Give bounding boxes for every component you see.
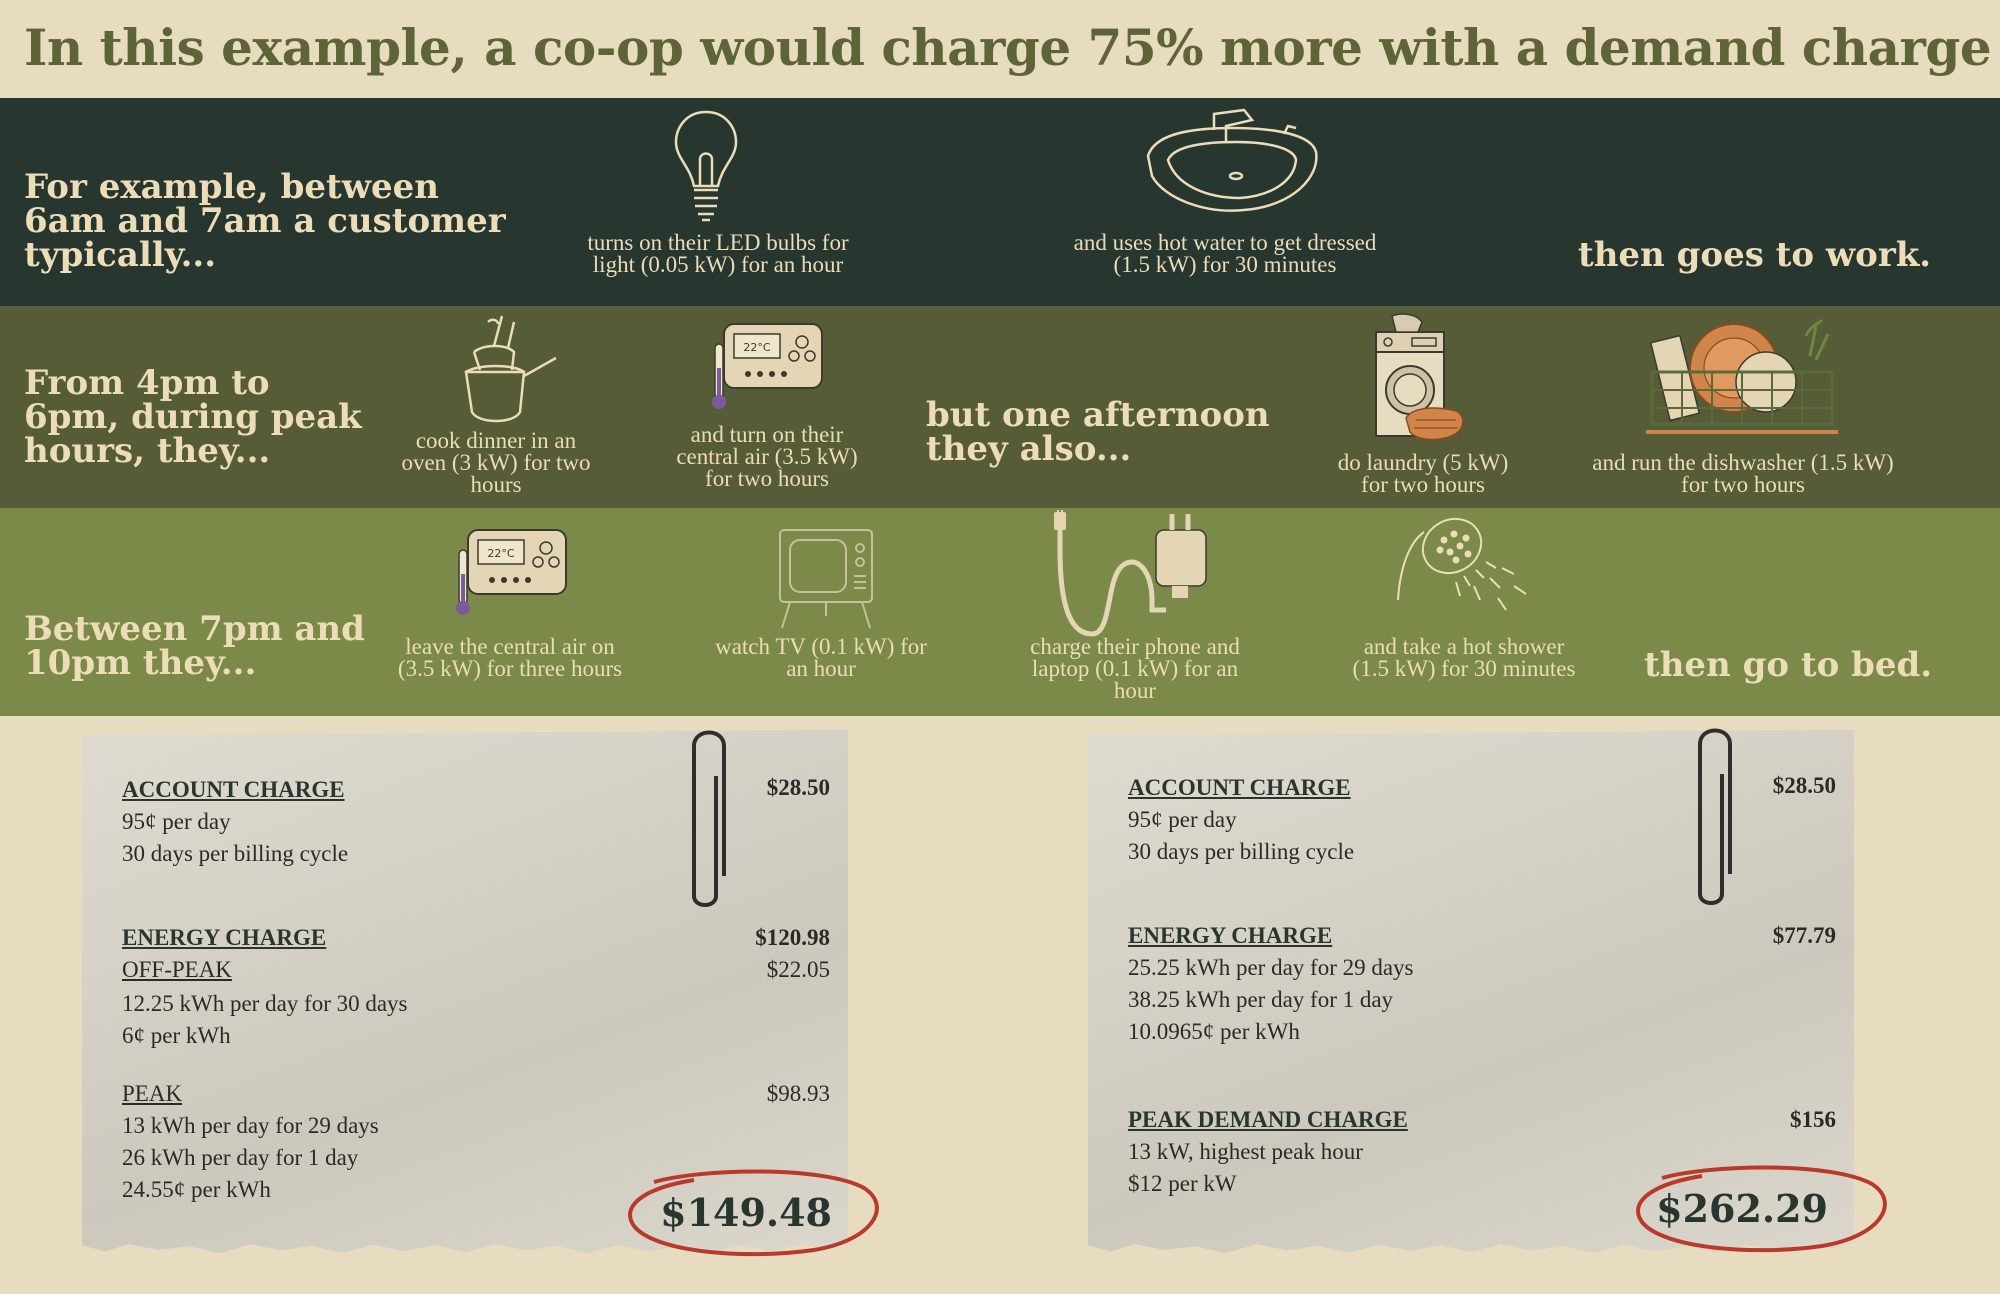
lightbulb-caption: turns on their LED bulbs for light (0.05… bbox=[587, 230, 849, 277]
total-highlight-ring bbox=[1636, 1165, 1887, 1253]
evening-lead: Between 7pm and 10pm they... bbox=[24, 609, 365, 683]
demand-kw: 13 kW, highest peak hour bbox=[1128, 1139, 1363, 1164]
cook-caption: cook dinner in an oven (3 kW) for two ho… bbox=[401, 428, 591, 497]
account-rate: 95¢ per day bbox=[122, 809, 231, 834]
demand-bill: ACCOUNT CHARGE $28.50 95¢ per day 30 day… bbox=[1088, 730, 1854, 1254]
central-air-evening-caption: leave the central air on (3.5 kW) for th… bbox=[397, 634, 623, 681]
offpeak-title: OFF-PEAK bbox=[122, 957, 232, 982]
energy-rate: 10.0965¢ per kWh bbox=[1128, 1019, 1300, 1044]
evening-band: Between 7pm and 10pm they... 22°C leave … bbox=[0, 508, 2000, 716]
tv-caption: watch TV (0.1 kW) for an hour bbox=[715, 634, 927, 681]
charger-caption: charge their phone and laptop (0.1 kW) f… bbox=[1030, 634, 1240, 703]
thermostat-icon: 22°C bbox=[454, 526, 570, 618]
peak-lead: From 4pm to 6pm, during peak hours, they… bbox=[24, 363, 362, 471]
peak-band: From 4pm to 6pm, during peak hours, they… bbox=[0, 306, 2000, 508]
washing-machine-icon bbox=[1372, 312, 1468, 444]
morning-lead: For example, between 6am and 7am a custo… bbox=[24, 167, 506, 275]
shower-caption: and take a hot shower (1.5 kW) for 30 mi… bbox=[1352, 634, 1576, 681]
thermostat-icon: 22°C bbox=[710, 320, 826, 412]
standard-bill: ACCOUNT CHARGE $28.50 95¢ per day 30 day… bbox=[82, 730, 848, 1254]
evening-closing: then go to bed. bbox=[1644, 645, 1933, 685]
standard-total: $149.48 bbox=[660, 1190, 832, 1235]
offpeak-amount: $22.05 bbox=[766, 957, 830, 982]
laundry-caption: do laundry (5 kW) for two hours bbox=[1337, 450, 1509, 497]
thermostat-display: 22°C bbox=[487, 547, 514, 560]
energy-usage-1: 38.25 kWh per day for 1 day bbox=[1128, 987, 1394, 1012]
account-charge-amount: $28.50 bbox=[1772, 773, 1836, 798]
morning-band: For example, between 6am and 7am a custo… bbox=[0, 98, 2000, 306]
energy-charge-amount: $77.79 bbox=[1772, 923, 1836, 948]
television-icon bbox=[776, 526, 876, 630]
peak-usage-1: 26 kWh per day for 1 day bbox=[122, 1145, 359, 1170]
peak-middle: but one afternoon they also... bbox=[926, 395, 1270, 469]
central-air-caption: and turn on their central air (3.5 kW) f… bbox=[676, 422, 858, 491]
account-charge-title: ACCOUNT CHARGE bbox=[122, 777, 345, 802]
demand-total: $262.29 bbox=[1656, 1186, 1828, 1231]
peak-rate: 24.55¢ per kWh bbox=[122, 1177, 271, 1202]
peak-title: PEAK bbox=[122, 1081, 183, 1106]
morning-closing: then goes to work. bbox=[1578, 235, 1932, 275]
account-charge-title: ACCOUNT CHARGE bbox=[1128, 775, 1351, 800]
peak-amount: $98.93 bbox=[766, 1081, 830, 1106]
energy-charge-amount: $120.98 bbox=[755, 925, 830, 950]
total-highlight-ring bbox=[628, 1169, 879, 1257]
thermostat-display: 22°C bbox=[743, 341, 770, 354]
offpeak-rate: 6¢ per kWh bbox=[122, 1023, 231, 1048]
paperclip-icon bbox=[1698, 728, 1732, 905]
page-headline: In this example, a co-op would charge 75… bbox=[24, 18, 1992, 77]
demand-charge-title: PEAK DEMAND CHARGE bbox=[1128, 1107, 1408, 1132]
account-rate: 95¢ per day bbox=[1128, 807, 1237, 832]
sink-caption: and uses hot water to get dressed (1.5 k… bbox=[1073, 230, 1377, 277]
account-days: 30 days per billing cycle bbox=[122, 841, 349, 866]
shower-head-icon bbox=[1394, 516, 1534, 620]
peak-usage-29: 13 kWh per day for 29 days bbox=[122, 1113, 379, 1138]
energy-charge-title: ENERGY CHARGE bbox=[122, 925, 327, 950]
paperclip-icon bbox=[692, 730, 726, 907]
energy-usage-29: 25.25 kWh per day for 29 days bbox=[1128, 955, 1414, 980]
sink-icon bbox=[1144, 106, 1320, 214]
demand-rate: $12 per kW bbox=[1128, 1171, 1237, 1196]
account-days: 30 days per billing cycle bbox=[1128, 839, 1355, 864]
dish-rack-icon bbox=[1646, 316, 1838, 436]
pots-icon bbox=[458, 312, 560, 426]
charger-icon bbox=[1048, 510, 1212, 638]
account-charge-amount: $28.50 bbox=[766, 775, 830, 800]
offpeak-usage: 12.25 kWh per day for 30 days bbox=[122, 991, 408, 1016]
demand-charge-amount: $156 bbox=[1790, 1107, 1836, 1132]
energy-charge-title: ENERGY CHARGE bbox=[1128, 923, 1333, 948]
dishwasher-caption: and run the dishwasher (1.5 kW) for two … bbox=[1592, 450, 1894, 497]
lightbulb-icon bbox=[672, 108, 740, 228]
